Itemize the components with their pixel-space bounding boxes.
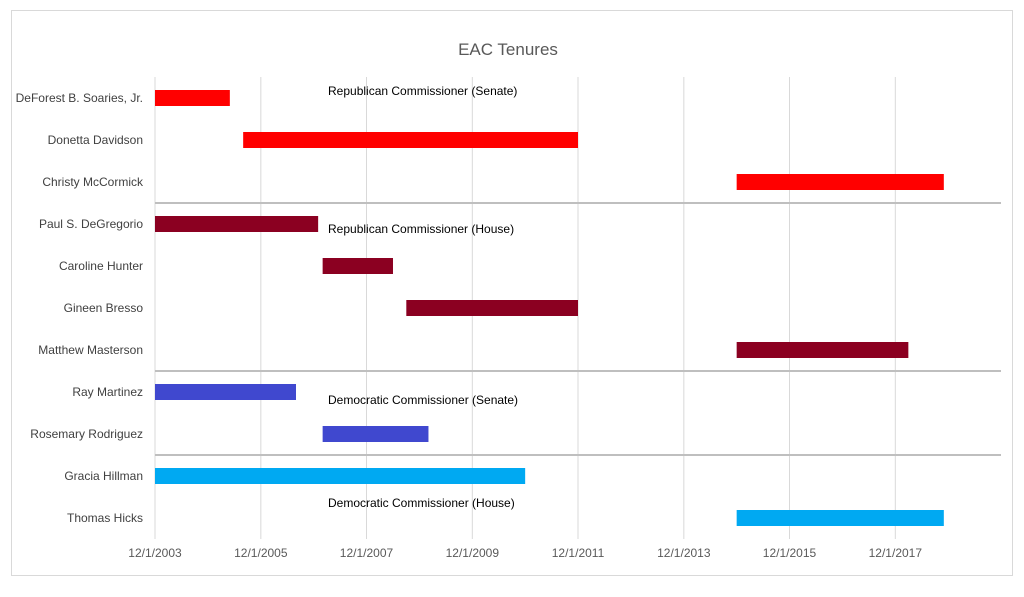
group-annotation: Republican Commissioner (House) [328,222,514,236]
commissioner-label: Paul S. DeGregorio [39,217,143,231]
commissioner-label: Thomas Hicks [67,511,143,525]
tenure-bar [155,384,296,400]
group-separators [155,202,1001,456]
tenure-bar [322,258,393,274]
commissioner-label: Caroline Hunter [59,259,143,273]
category-labels: DeForest B. Soaries, Jr. Donetta Davidson… [16,91,144,525]
tenure-bar [155,468,526,484]
commissioner-label: Ray Martinez [72,385,143,399]
tenure-bar [736,174,944,190]
commissioner-label: Gracia Hillman [64,469,143,483]
tenure-bar [736,342,909,358]
x-tick-label: 12/1/2007 [340,546,394,560]
x-tick-label: 12/1/2009 [446,546,500,560]
tenure-bar [155,90,230,106]
commissioner-label: Christy McCormick [42,175,144,189]
x-tick-labels: 12/1/2003 12/1/2005 12/1/2007 12/1/2009 12/1… [128,546,922,560]
tenure-bar [406,300,578,316]
tenure-bar [736,510,944,526]
commissioner-label: DeForest B. Soaries, Jr. [16,91,143,105]
chart-title: EAC Tenures [458,40,558,59]
group-annotation: Republican Commissioner (Senate) [328,84,517,98]
group-annotation: Democratic Commissioner (Senate) [328,393,518,407]
x-tick-label: 12/1/2003 [128,546,182,560]
tenure-bar [243,132,578,148]
tenure-bar [322,426,429,442]
x-tick-label: 12/1/2015 [763,546,817,560]
x-tick-label: 12/1/2013 [657,546,711,560]
x-tick-label: 12/1/2005 [234,546,288,560]
x-tick-label: 12/1/2017 [869,546,923,560]
commissioner-label: Matthew Masterson [38,343,143,357]
x-tick-label: 12/1/2011 [552,546,605,560]
bar-layer [155,90,944,526]
commissioner-label: Rosemary Rodriguez [30,427,143,441]
commissioner-label: Donetta Davidson [48,133,143,147]
commissioner-label: Gineen Bresso [64,301,144,315]
group-annotation: Democratic Commissioner (House) [328,496,515,510]
group-annotations: Republican Commissioner (Senate) Republic… [328,84,518,510]
tenure-bar [155,216,319,232]
